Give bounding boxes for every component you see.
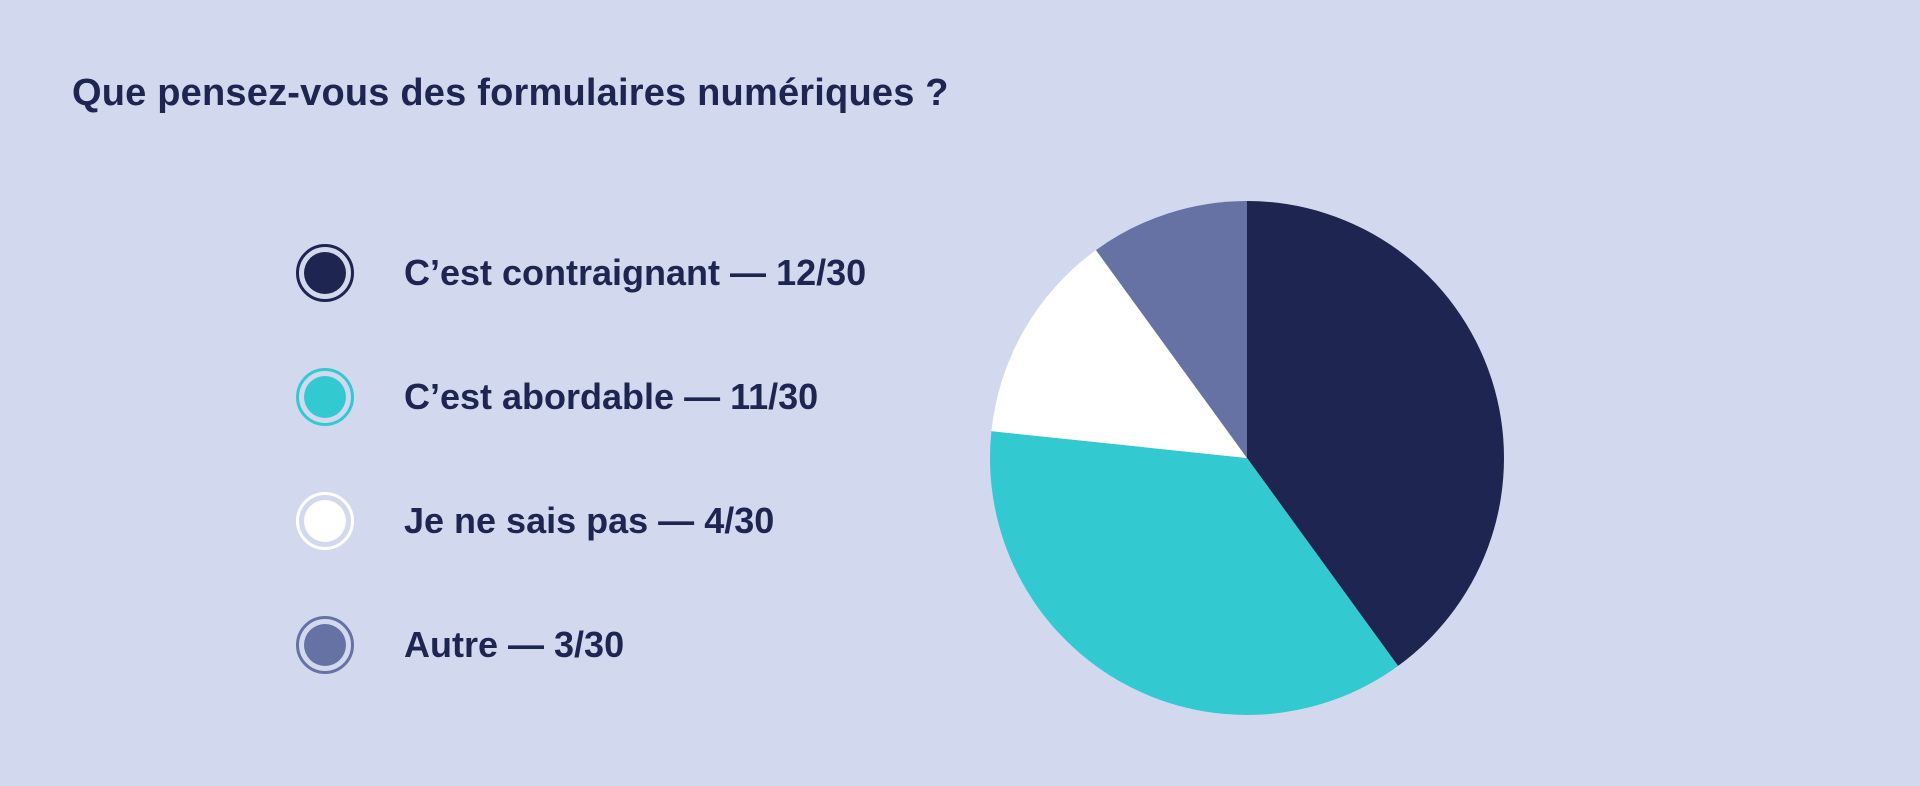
legend-item: C’est abordable — 11/30 <box>296 365 866 429</box>
legend-swatch <box>296 244 354 302</box>
pie-chart <box>990 201 1504 715</box>
legend-swatch <box>296 616 354 674</box>
chart-title: Que pensez-vous des formulaires numériqu… <box>72 72 949 114</box>
pie-slice <box>1095 201 1247 458</box>
legend-label: C’est contraignant <box>404 252 721 293</box>
legend-swatch <box>296 368 354 426</box>
legend-text: C’est contraignant — 12/30 <box>404 252 866 294</box>
legend-swatch-dot <box>304 252 346 294</box>
legend-value: 11/30 <box>730 376 819 417</box>
legend-label: Autre <box>404 624 499 665</box>
legend-separator: — <box>498 624 555 665</box>
legend-label: Je ne sais pas <box>404 500 649 541</box>
legend-swatch-dot <box>304 624 346 666</box>
pie-slice <box>1247 201 1504 666</box>
legend-item: C’est contraignant — 12/30 <box>296 241 866 305</box>
legend-value: 3/30 <box>554 624 625 665</box>
legend-separator: — <box>720 252 777 293</box>
legend-separator: — <box>648 500 705 541</box>
legend-text: C’est abordable — 11/30 <box>404 376 818 418</box>
legend-value: 4/30 <box>704 500 775 541</box>
legend-item: Autre — 3/30 <box>296 613 866 677</box>
legend-separator: — <box>674 376 731 417</box>
legend-swatch-dot <box>304 376 346 418</box>
legend-swatch <box>296 492 354 550</box>
legend-text: Je ne sais pas — 4/30 <box>404 500 774 542</box>
legend-value: 12/30 <box>776 252 867 293</box>
legend: C’est contraignant — 12/30 C’est abordab… <box>296 241 866 677</box>
legend-label: C’est abordable <box>404 376 675 417</box>
legend-text: Autre — 3/30 <box>404 624 624 666</box>
pie-slice <box>990 431 1399 715</box>
legend-item: Je ne sais pas — 4/30 <box>296 489 866 553</box>
pie-slice <box>991 250 1247 458</box>
legend-swatch-dot <box>304 500 346 542</box>
